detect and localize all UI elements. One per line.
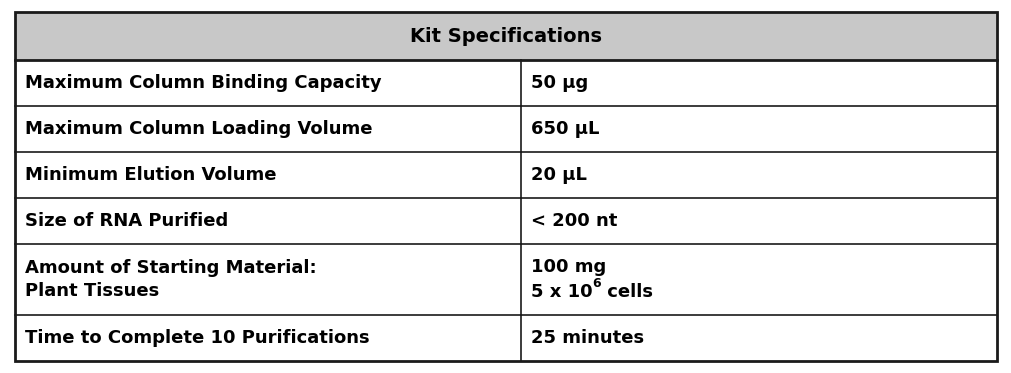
Text: 50 μg: 50 μg [530,74,587,92]
Text: Time to Complete 10 Purifications: Time to Complete 10 Purifications [25,329,369,347]
Bar [15,244,996,315]
Text: Kit Specifications: Kit Specifications [409,26,602,46]
Text: Minimum Elution Volume: Minimum Elution Volume [25,166,276,184]
Text: 20 μL: 20 μL [530,166,586,184]
Text: 5 x 10: 5 x 10 [530,283,591,301]
Text: 25 minutes: 25 minutes [530,329,643,347]
Text: < 200 nt: < 200 nt [530,212,617,230]
Bar [15,315,996,361]
Text: 650 μL: 650 μL [530,120,599,138]
Bar [15,60,996,106]
Text: cells: cells [601,283,652,301]
Text: 6: 6 [591,276,601,289]
Bar [15,106,996,152]
Bar [15,198,996,244]
Text: Maximum Column Loading Volume: Maximum Column Loading Volume [25,120,372,138]
Text: 100 mg: 100 mg [530,258,606,276]
Text: Size of RNA Purified: Size of RNA Purified [25,212,228,230]
Text: Maximum Column Binding Capacity: Maximum Column Binding Capacity [25,74,381,92]
Text: Amount of Starting Material:
Plant Tissues: Amount of Starting Material: Plant Tissu… [25,259,316,300]
Bar [15,152,996,198]
Bar [15,12,996,60]
